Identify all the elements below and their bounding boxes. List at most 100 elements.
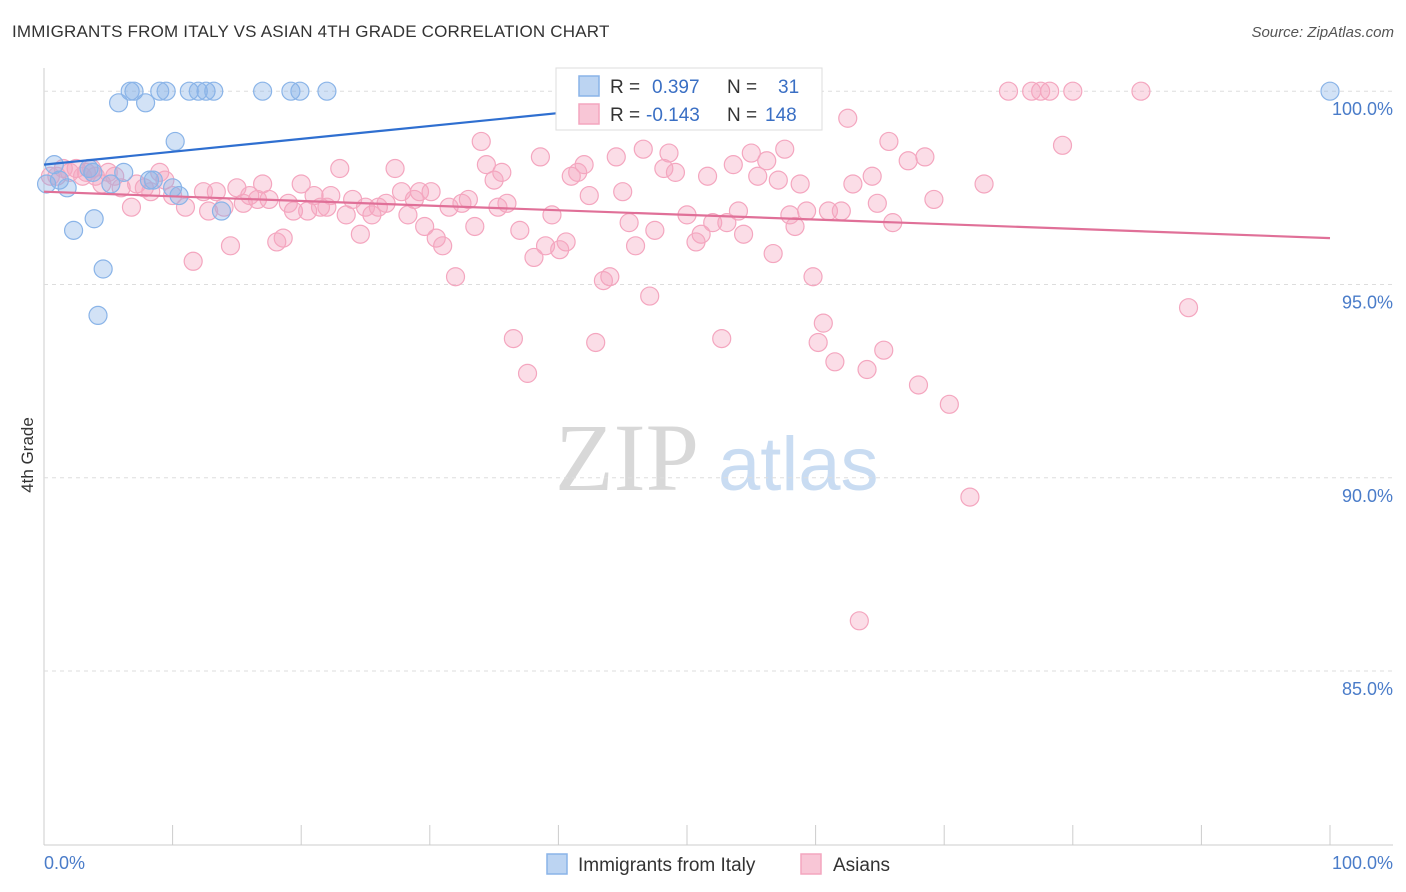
point-asians <box>1063 81 1083 101</box>
point-asians <box>741 143 761 163</box>
point-asians <box>556 232 576 252</box>
point-italy <box>165 131 185 152</box>
point-asians <box>960 487 980 507</box>
point-asians <box>697 166 718 186</box>
point-italy <box>101 174 121 194</box>
point-asians <box>542 205 562 225</box>
point-asians <box>813 313 833 333</box>
point-asians <box>574 155 594 175</box>
point-asians <box>1052 135 1073 155</box>
point-italy <box>204 81 224 101</box>
point-asians <box>808 332 828 353</box>
point-italy <box>196 81 216 101</box>
legend-label-asians: Asians <box>833 855 890 876</box>
point-asians <box>613 182 633 202</box>
point-italy <box>49 170 70 190</box>
point-asians <box>908 375 929 395</box>
point-italy <box>1320 81 1340 101</box>
point-asians <box>939 394 959 414</box>
point-asians <box>691 224 711 244</box>
point-italy <box>114 162 134 182</box>
stats-swatch-italy <box>578 75 600 97</box>
chart-title: IMMIGRANTS FROM ITALY VS ASIAN 4TH GRADE… <box>12 22 610 41</box>
point-asians <box>867 193 887 213</box>
point-asians <box>385 158 405 179</box>
point-asians <box>330 158 350 179</box>
point-asians <box>111 178 131 198</box>
point-asians <box>1131 81 1151 101</box>
stats-n-value-italy: 31 <box>778 77 799 98</box>
stats-n-label-italy: N = <box>727 77 757 98</box>
point-italy <box>188 81 208 101</box>
point-asians <box>974 174 994 194</box>
point-asians <box>121 197 142 217</box>
point-italy <box>156 81 176 101</box>
point-italy <box>150 81 170 101</box>
stats-legend-box <box>555 67 823 131</box>
point-asians <box>733 224 754 244</box>
point-asians <box>445 267 466 287</box>
point-asians <box>458 189 478 210</box>
point-asians <box>862 166 882 186</box>
point-asians <box>606 147 626 167</box>
point-asians <box>775 139 795 159</box>
stats-n-value-asians: 148 <box>765 105 797 126</box>
point-italy <box>211 201 232 221</box>
point-asians <box>579 185 599 206</box>
point-asians <box>619 213 639 233</box>
point-asians <box>748 166 768 186</box>
point-asians <box>723 155 743 175</box>
point-asians <box>530 147 550 167</box>
stats-r-label-italy: R = <box>610 77 640 98</box>
point-asians <box>1178 298 1199 318</box>
point-italy <box>143 170 163 190</box>
point-asians <box>915 147 935 167</box>
point-asians <box>409 182 430 202</box>
point-asians <box>843 174 863 194</box>
point-italy <box>317 81 337 101</box>
point-asians <box>633 139 653 159</box>
point-asians <box>175 197 196 217</box>
y-tick-label: 90.0% <box>1342 486 1393 506</box>
point-italy <box>93 259 113 279</box>
point-asians <box>273 228 293 248</box>
point-asians <box>321 185 341 206</box>
point-asians <box>924 189 944 210</box>
stats-n-label-asians: N = <box>727 105 757 126</box>
point-asians <box>206 182 226 202</box>
point-asians <box>535 236 556 256</box>
point-asians <box>898 151 918 171</box>
point-italy <box>253 81 273 101</box>
point-italy <box>124 81 144 101</box>
point-asians <box>510 220 530 240</box>
point-asians <box>304 185 324 206</box>
point-asians <box>471 131 491 152</box>
legend-swatch-italy <box>546 853 568 875</box>
point-asians <box>183 251 203 271</box>
point-asians <box>484 170 504 190</box>
point-asians <box>1040 81 1060 101</box>
point-asians <box>492 162 512 182</box>
stats-r-label-asians: R = <box>610 105 640 126</box>
point-asians <box>665 162 686 182</box>
point-italy <box>88 305 108 326</box>
point-asians <box>757 151 777 171</box>
point-asians <box>796 201 817 221</box>
stats-r-value-italy: 0.397 <box>652 77 700 98</box>
point-asians <box>803 267 823 287</box>
legend-swatch-asians <box>800 853 822 875</box>
point-italy <box>135 93 156 113</box>
point-asians <box>831 201 851 221</box>
point-asians <box>785 216 805 237</box>
y-tick-label: 100.0% <box>1332 99 1393 119</box>
point-asians <box>600 267 620 287</box>
point-italy <box>108 93 129 113</box>
series-legend: Immigrants from Italy Asians <box>546 853 890 876</box>
point-asians <box>350 224 370 244</box>
point-asians <box>640 286 660 306</box>
point-italy <box>84 209 104 229</box>
watermark-zip: ZIP <box>555 404 699 511</box>
stats-r-value-asians: -0.143 <box>646 105 700 126</box>
point-asians <box>645 220 665 240</box>
